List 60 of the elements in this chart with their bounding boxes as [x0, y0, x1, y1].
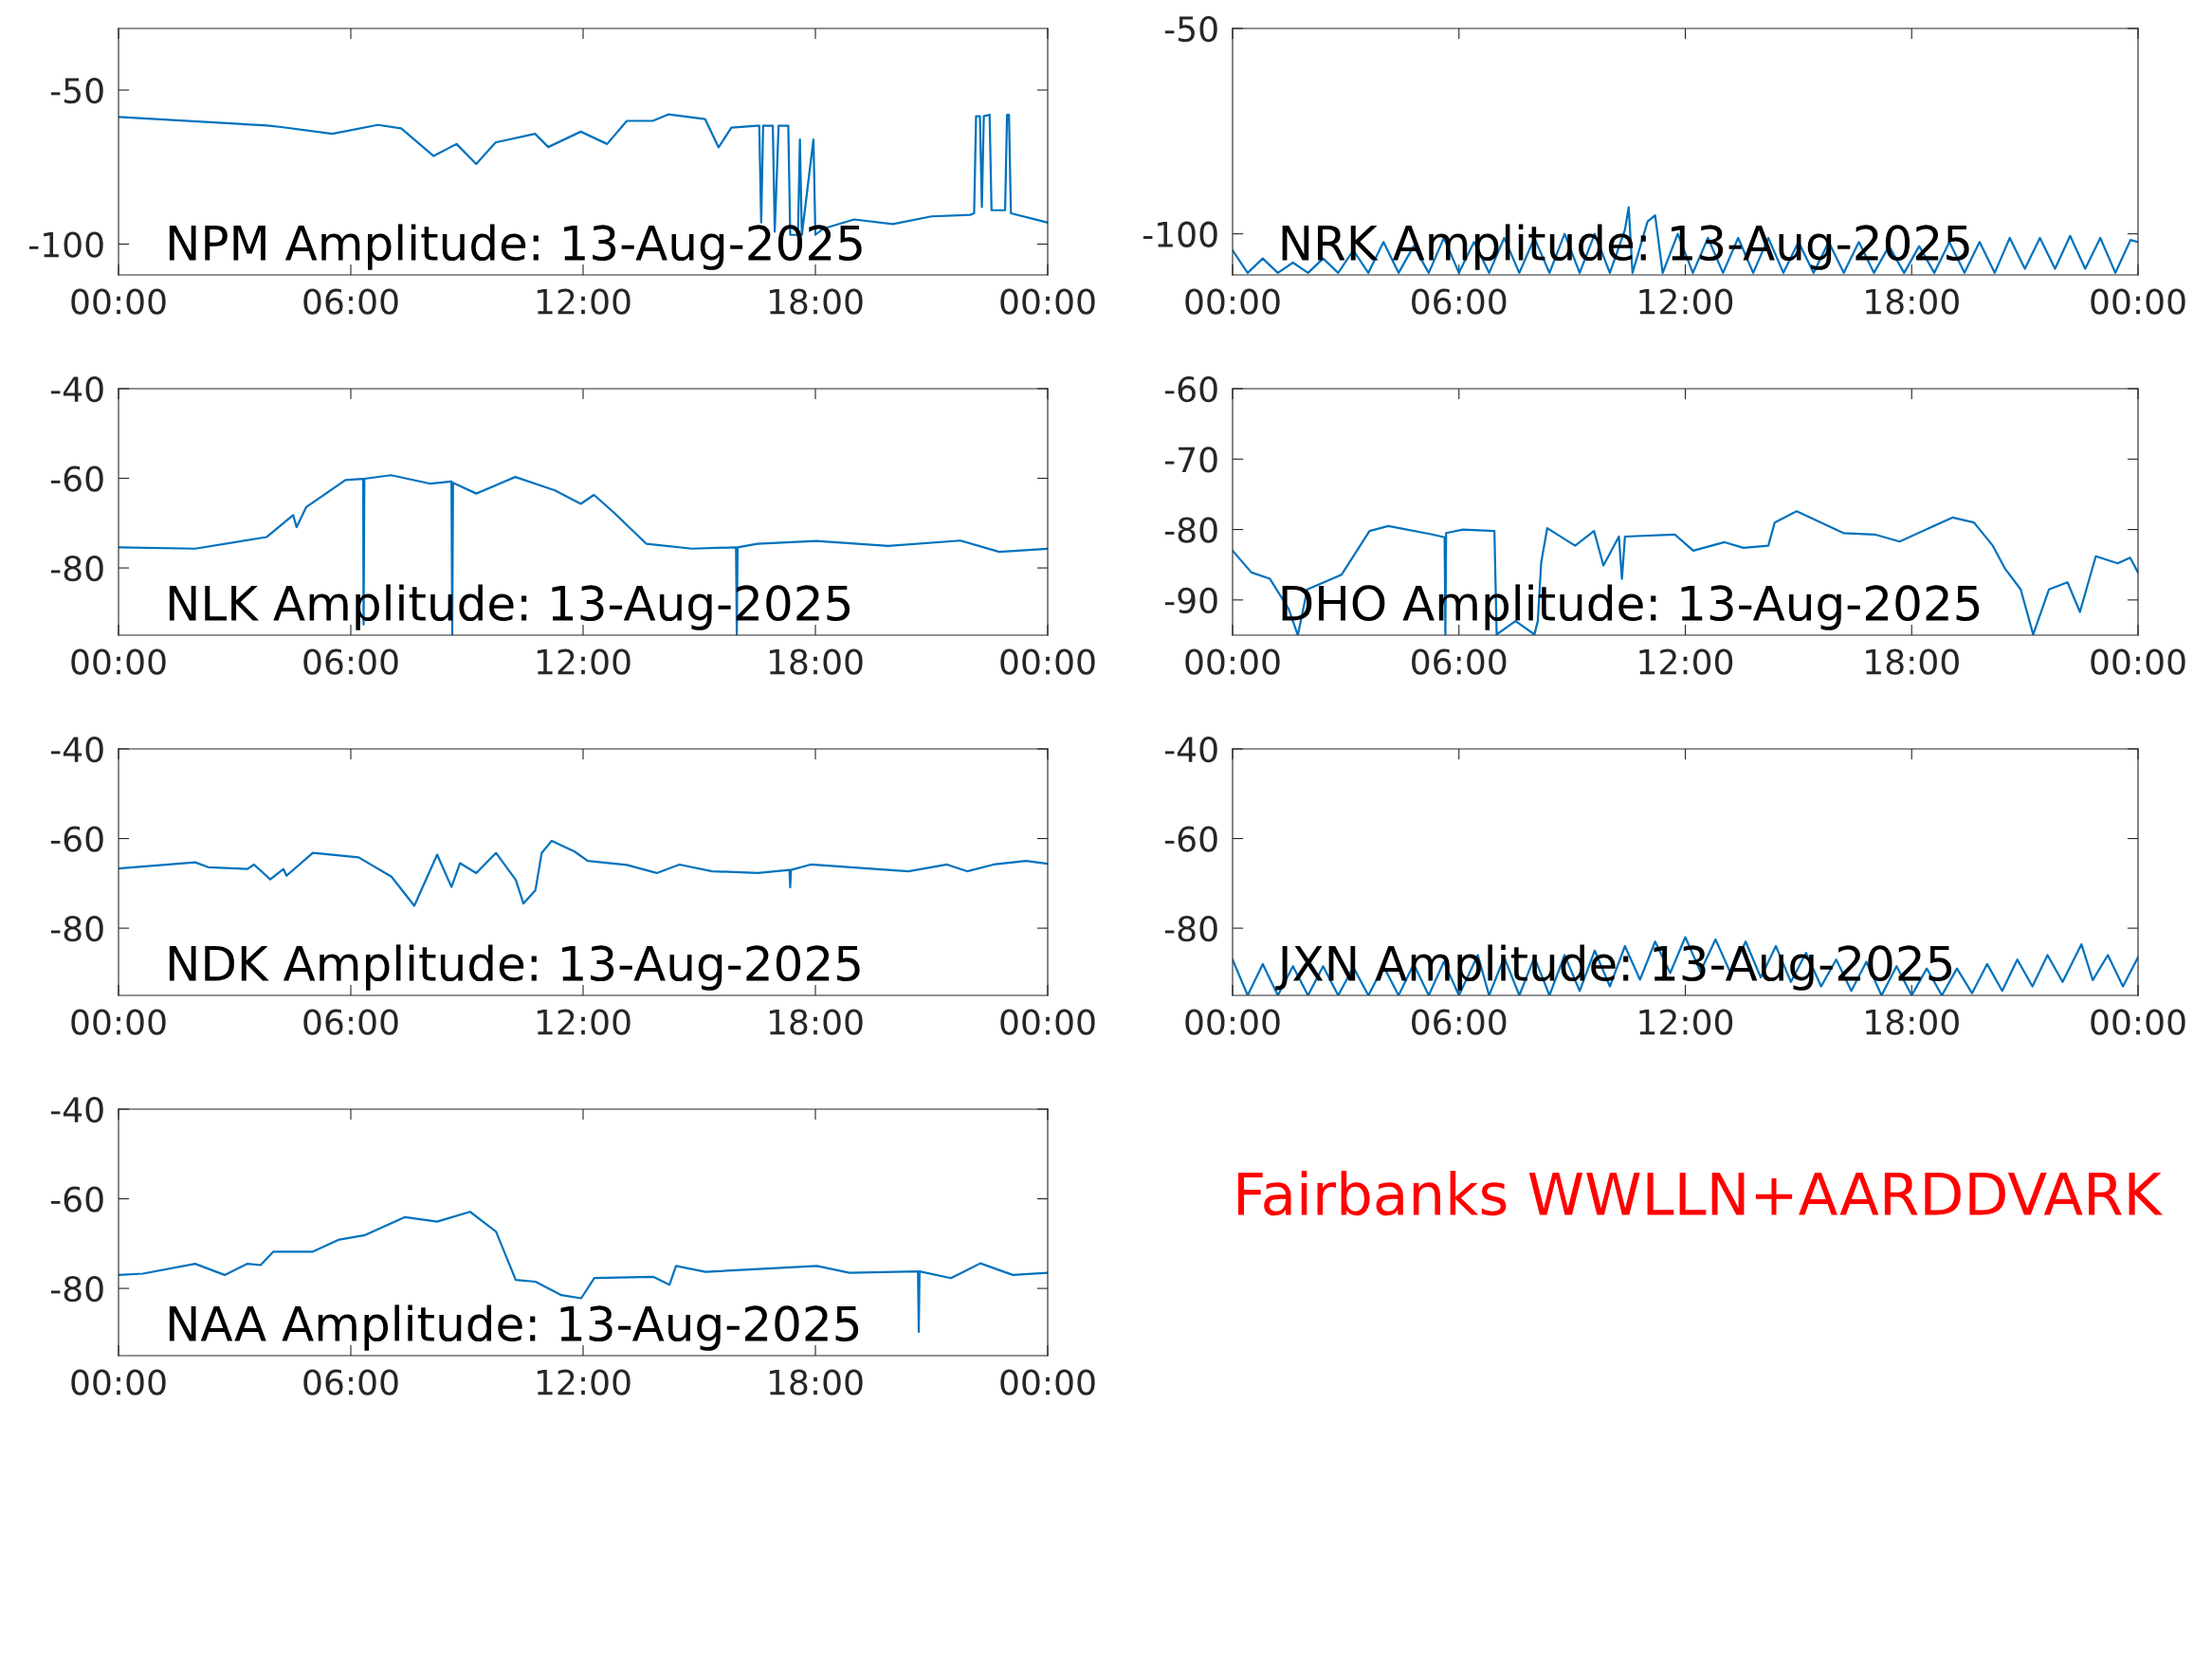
y-tick-label: -60 [1164, 375, 1217, 403]
x-tick-label: 12:00 [537, 288, 631, 315]
y-tick-label: -40 [50, 1096, 103, 1123]
y-tick-label: -40 [50, 375, 103, 403]
x-tick-label: 12:00 [537, 1369, 631, 1395]
x-tick-label: 00:00 [2091, 648, 2185, 675]
y-tick-label: -50 [1164, 15, 1217, 43]
x-tick-label: 18:00 [1866, 1009, 1959, 1035]
y-tick-label: -80 [50, 556, 103, 582]
y-tick-label: -80 [50, 916, 103, 942]
y-tick-label: -70 [1164, 447, 1217, 473]
x-tick-label: 00:00 [71, 648, 166, 675]
y-tick-label: -60 [50, 826, 103, 852]
x-tick-label: 06:00 [303, 648, 398, 675]
x-tick-label: 06:00 [1412, 648, 1507, 675]
x-tick-label: 00:00 [1185, 648, 1280, 675]
x-tick-label: 12:00 [537, 1009, 631, 1035]
x-tick-label: 00:00 [1185, 288, 1280, 315]
x-tick-label: 00:00 [1000, 288, 1095, 315]
x-tick-label: 06:00 [303, 1009, 398, 1035]
text: Fairbanks WWLLN+AARDDVARK [1238, 1171, 2163, 1216]
x-tick-label: 00:00 [1000, 648, 1095, 675]
x-tick-label: 12:00 [537, 648, 631, 675]
y-tick-label: -80 [50, 1276, 103, 1303]
x-tick-label: 18:00 [769, 648, 863, 675]
x-tick-label: 18:00 [769, 288, 863, 315]
text: NAA Amplitude: 13-Aug-2025 [169, 1304, 859, 1351]
x-tick-label: 06:00 [1412, 288, 1507, 315]
y-tick-label: -60 [50, 465, 103, 492]
y-tick-label: -60 [1164, 826, 1217, 852]
line-series [119, 839, 1048, 907]
x-tick-label: 18:00 [769, 1369, 863, 1395]
y-tick-label: -40 [1164, 736, 1217, 763]
x-tick-label: 06:00 [303, 1369, 398, 1395]
x-tick-label: 00:00 [71, 288, 166, 315]
y-tick-label: -40 [50, 736, 103, 763]
y-tick-label: -100 [1143, 221, 1217, 247]
x-tick-label: 00:00 [2091, 1009, 2185, 1035]
y-tick-label: -60 [50, 1186, 103, 1212]
y-tick-label: -80 [1164, 517, 1217, 543]
x-tick-label: 00:00 [2091, 288, 2185, 315]
x-tick-label: 18:00 [1866, 648, 1959, 675]
x-tick-label: 06:00 [303, 288, 398, 315]
x-tick-label: 00:00 [71, 1009, 166, 1035]
x-tick-label: 00:00 [71, 1369, 166, 1395]
y-tick-label: -50 [50, 77, 103, 104]
x-tick-label: 12:00 [1639, 648, 1733, 675]
x-tick-label: 00:00 [1185, 1009, 1280, 1035]
text: NPM Amplitude: 13-Aug-2025 [169, 224, 862, 270]
x-tick-label: 18:00 [769, 1009, 863, 1035]
x-tick-label: 00:00 [1000, 1009, 1095, 1035]
y-tick-label: -80 [1164, 916, 1217, 942]
text: NDK Amplitude: 13-Aug-2025 [169, 944, 860, 991]
x-tick-label: 12:00 [1639, 288, 1733, 315]
x-tick-label: 12:00 [1639, 1009, 1733, 1035]
y-tick-label: -100 [28, 231, 103, 258]
x-tick-label: 18:00 [1866, 288, 1959, 315]
x-tick-label: 06:00 [1412, 1009, 1507, 1035]
x-tick-label: 00:00 [1000, 1369, 1095, 1395]
y-tick-label: -90 [1164, 587, 1217, 614]
